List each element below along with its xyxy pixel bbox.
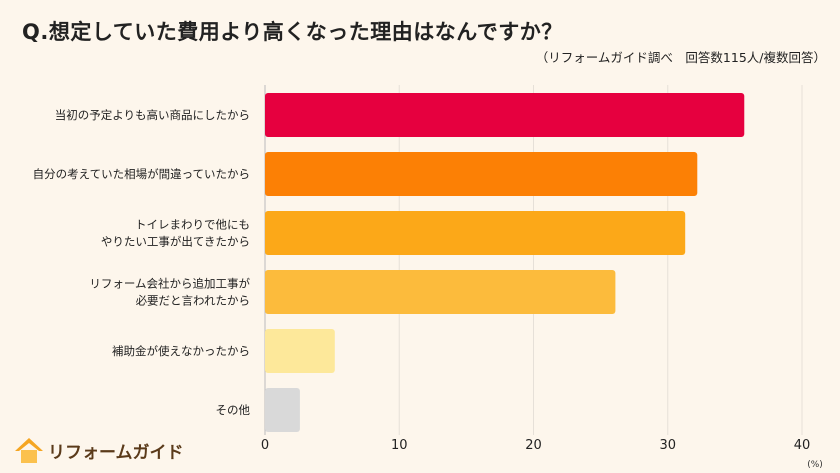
x-tick-label: 10 [391,438,408,453]
chart-subtitle: （リフォームガイド調べ 回答数115人/複数回答） [535,50,826,65]
x-tick-label: 0 [261,438,269,453]
bar [265,152,698,196]
bar [265,93,745,137]
x-unit-label: (%) [807,460,823,470]
bar [265,270,616,314]
category-label: トイレまわりで他にも [135,218,250,232]
x-tick-label: 20 [525,438,542,453]
category-label: やりたい工事が出てきたから [101,235,250,249]
bar [265,388,300,432]
category-label: 補助金が使えなかったから [112,344,250,358]
category-label: リフォーム会社から追加工事が [89,277,250,291]
chart-title: Q.想定していた費用より高くなった理由はなんですか？ [22,20,563,44]
category-label: 当初の予定よりも高い商品にしたから [55,108,250,122]
x-tick-label: 30 [659,438,676,453]
logo-text: リフォームガイド [48,442,184,463]
category-label: 自分の考えていた相場が間違っていたから [33,167,250,181]
bar [265,211,686,255]
category-label: 必要だと言われたから [136,294,250,308]
category-label: その他 [216,403,251,417]
bar [265,329,335,373]
x-tick-label: 40 [794,438,811,453]
house-icon [15,438,43,463]
logo: リフォームガイド [14,436,184,464]
